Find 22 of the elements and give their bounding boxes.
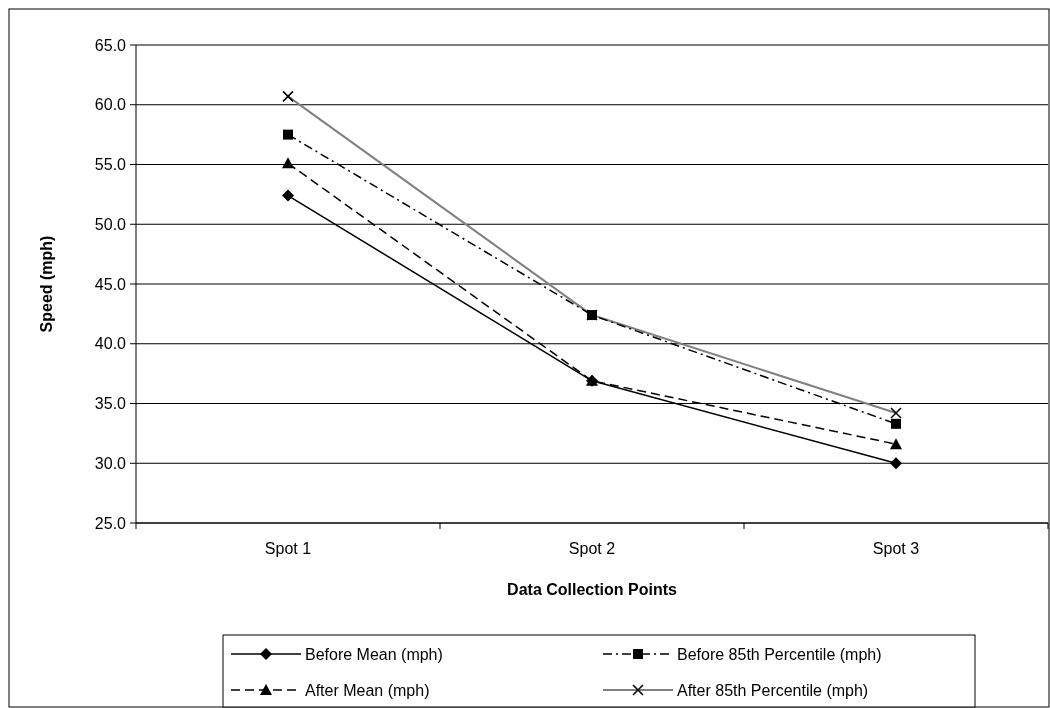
point — [891, 418, 901, 429]
y-tick-label: 25.0 — [94, 514, 127, 532]
legend-label: Before Mean (mph) — [305, 645, 443, 663]
y-tick-label: 50.0 — [94, 215, 127, 233]
x-tick-label: Spot 3 — [872, 540, 920, 557]
y-tick-label: 65.0 — [94, 36, 127, 54]
y-tick-label: 30.0 — [94, 454, 127, 472]
y-tick-label: 45.0 — [94, 275, 127, 293]
y-tick-label: 55.0 — [94, 156, 127, 174]
x-tick-label: Spot 1 — [264, 540, 312, 557]
point — [282, 189, 294, 202]
y-tick-label: 40.0 — [94, 335, 127, 353]
legend-label: Before 85th Percentile (mph) — [677, 645, 882, 663]
legend-label: After Mean (mph) — [305, 681, 430, 699]
point — [890, 457, 902, 470]
x-axis-title: Data Collection Points — [507, 581, 677, 598]
legend-label: After 85th Percentile (mph) — [677, 681, 869, 699]
y-axis-title: Speed (mph) — [38, 235, 55, 333]
y-tick-label: 35.0 — [94, 395, 127, 413]
x-tick-label: Spot 2 — [568, 540, 616, 557]
point — [283, 129, 293, 140]
y-tick-label: 60.0 — [94, 96, 127, 114]
